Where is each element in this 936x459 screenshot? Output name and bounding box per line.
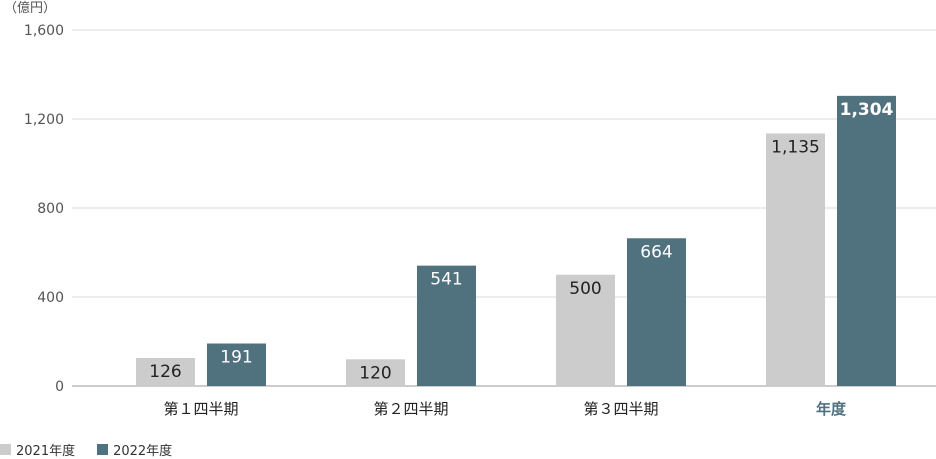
data-label: 500	[569, 279, 601, 299]
data-label: 126	[149, 362, 181, 382]
data-label: 1,304	[840, 100, 894, 120]
legend: 2021年度 2022年度	[0, 440, 194, 459]
x-category-label: 第２四半期	[373, 400, 448, 418]
x-category-label: 年度	[816, 400, 847, 418]
bar-2021年度-年度	[766, 133, 825, 386]
legend-item-2021: 2021年度	[0, 440, 75, 459]
data-label: 664	[640, 242, 672, 262]
bar-2022年度-第３四半期	[627, 238, 686, 386]
bars: 126 191 120 541 500 664 1,135 1,304	[136, 95, 896, 387]
data-label: 541	[430, 270, 462, 290]
y-tick-label: 1,600	[24, 23, 64, 39]
x-category-label: 第３四半期	[583, 400, 658, 418]
data-label: 191	[220, 348, 252, 368]
bar-2022年度-年度	[837, 95, 896, 387]
y-tick-label: 1,200	[24, 112, 64, 128]
data-label: 1,135	[771, 137, 820, 157]
bar-2021年度-第２四半期	[346, 359, 405, 386]
x-category-label: 第１四半期	[163, 400, 238, 418]
legend-swatch-2022	[97, 444, 109, 455]
y-tick-label: 800	[37, 201, 64, 217]
legend-label-2022: 2022年度	[113, 444, 173, 459]
bar-2021年度-第３四半期	[556, 274, 615, 386]
data-label: 120	[359, 363, 391, 383]
bar-2021年度-第１四半期	[136, 357, 195, 386]
x-category-labels: 第１四半期 第２四半期 第３四半期 年度	[163, 400, 847, 418]
y-unit-label: （億円）	[4, 0, 56, 16]
legend-label-2021: 2021年度	[16, 444, 76, 459]
legend-item-2022: 2022年度	[97, 440, 172, 459]
bar-2022年度-第２四半期	[417, 265, 476, 386]
y-tick-label: 400	[37, 290, 64, 306]
legend-swatch-2021	[0, 444, 11, 455]
y-tick-labels: 0 400 800 1,200 1,600	[24, 23, 64, 395]
bar-2022年度-第１四半期	[207, 343, 266, 386]
y-tick-label: 0	[55, 379, 64, 395]
